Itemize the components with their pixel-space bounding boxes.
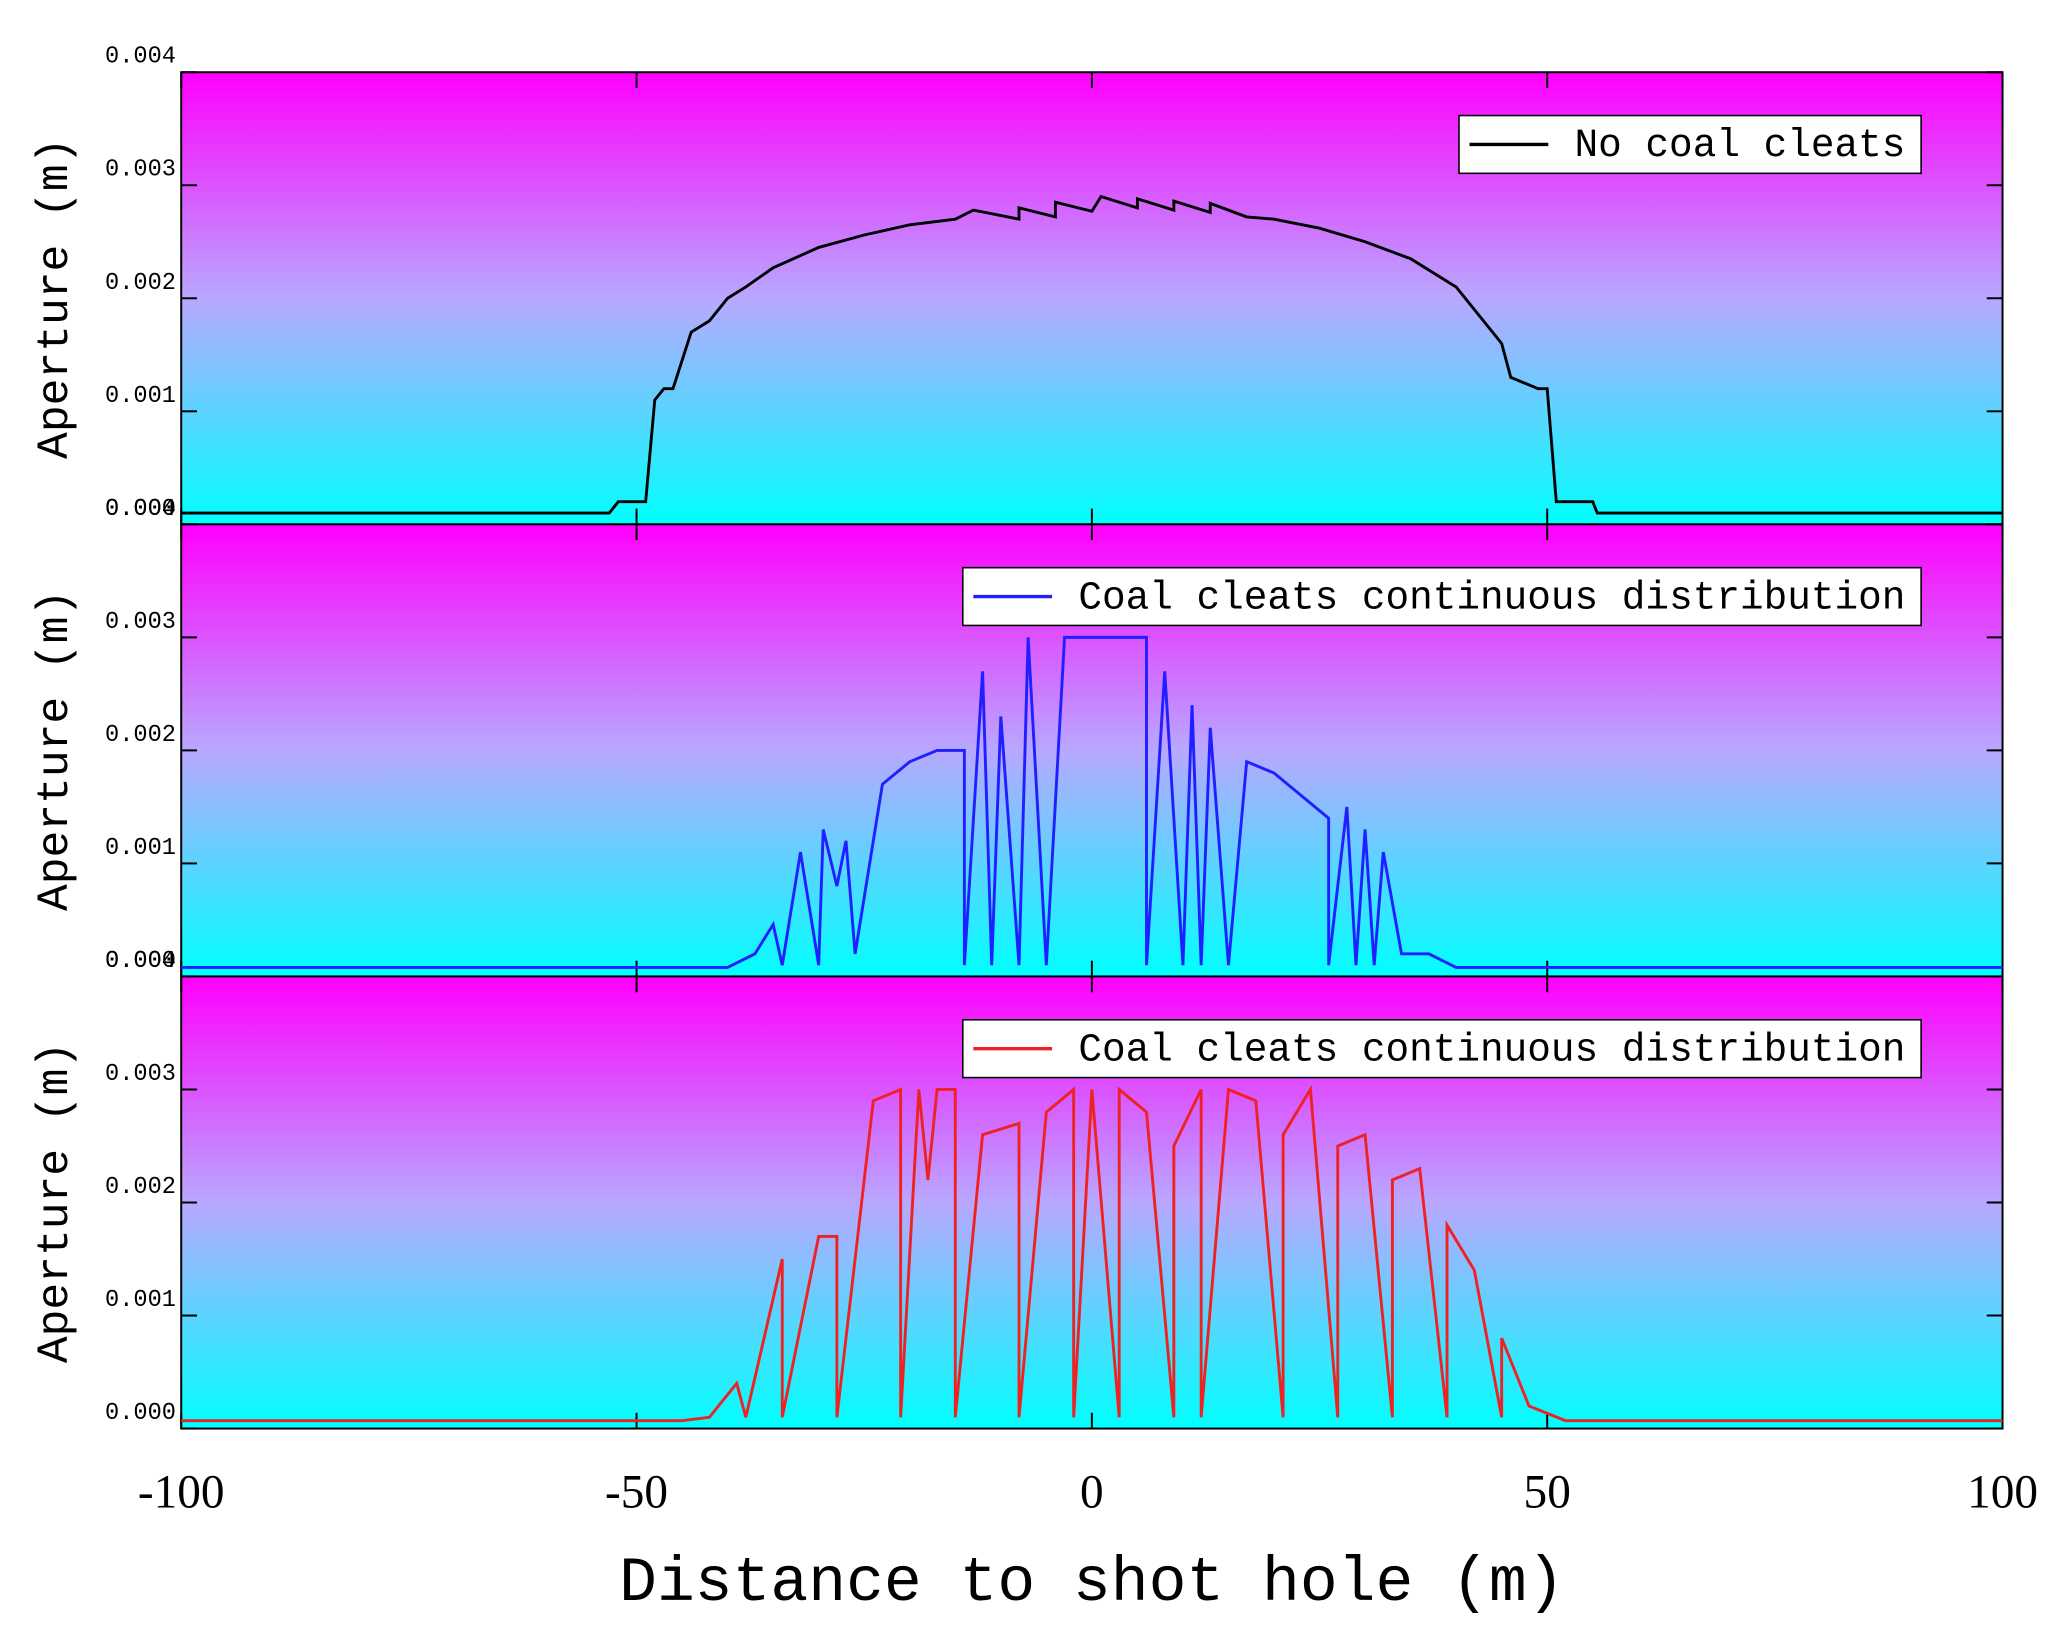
series-line [181, 1084, 2003, 1423]
legend: Coal cleats continuous distribution [962, 566, 1922, 627]
y-tick-label: 0.002 [105, 722, 176, 749]
y-tick-label: 0.004 [105, 948, 176, 975]
y-tick-label: 0.000 [105, 496, 176, 523]
x-tick-label: 0 [1080, 1467, 1104, 1519]
legend-box [962, 1018, 1922, 1079]
series-line [181, 635, 2003, 969]
y-tick-label: 0.004 [105, 44, 176, 71]
x-tick-label: 50 [1524, 1467, 1571, 1519]
legend: No coal cleats [1458, 114, 1922, 175]
x-tick-label: -100 [138, 1467, 225, 1519]
legend-label: No coal cleats [1575, 123, 1906, 168]
y-axis-label: Aperture (m) [31, 138, 81, 459]
legend: Coal cleats continuous distribution [962, 1018, 1922, 1079]
legend-label: Coal cleats continuous distribution [1078, 1027, 1905, 1072]
y-tick-label: 0.001 [105, 835, 176, 862]
y-tick-label: 0.003 [105, 1061, 176, 1088]
y-tick-label: 0.004 [105, 496, 176, 523]
y-axis-label: Aperture (m) [31, 590, 81, 911]
y-tick-label: 0.003 [105, 157, 176, 184]
y-tick-label: 0.003 [105, 609, 176, 636]
x-axis-label: Distance to shot hole (m) [619, 1548, 1564, 1619]
y-tick-label: 0.002 [105, 270, 176, 297]
y-tick-label: 0.000 [105, 948, 176, 975]
series-line [181, 194, 2003, 515]
legend-label: Coal cleats continuous distribution [1078, 575, 1905, 620]
y-axis-label: Aperture (m) [31, 1042, 81, 1363]
y-tick-label: 0.002 [105, 1174, 176, 1201]
y-tick-label: 0.001 [105, 1287, 176, 1314]
x-tick-label: -50 [605, 1467, 668, 1519]
y-tick-label: 0.001 [105, 383, 176, 410]
y-tick-label: 0.000 [105, 1400, 176, 1427]
x-tick-label: 100 [1967, 1467, 2038, 1519]
legend-box [962, 566, 1922, 627]
